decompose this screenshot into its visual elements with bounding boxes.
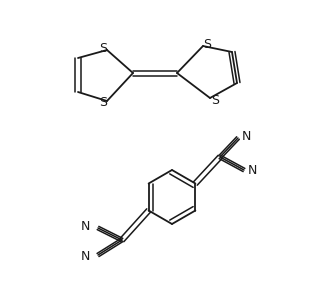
Text: S: S bbox=[99, 42, 107, 55]
Text: N: N bbox=[247, 164, 257, 177]
Text: N: N bbox=[241, 129, 251, 142]
Text: S: S bbox=[211, 94, 219, 107]
Text: S: S bbox=[99, 97, 107, 110]
Text: N: N bbox=[81, 221, 90, 234]
Text: S: S bbox=[203, 38, 211, 51]
Text: N: N bbox=[81, 249, 90, 262]
